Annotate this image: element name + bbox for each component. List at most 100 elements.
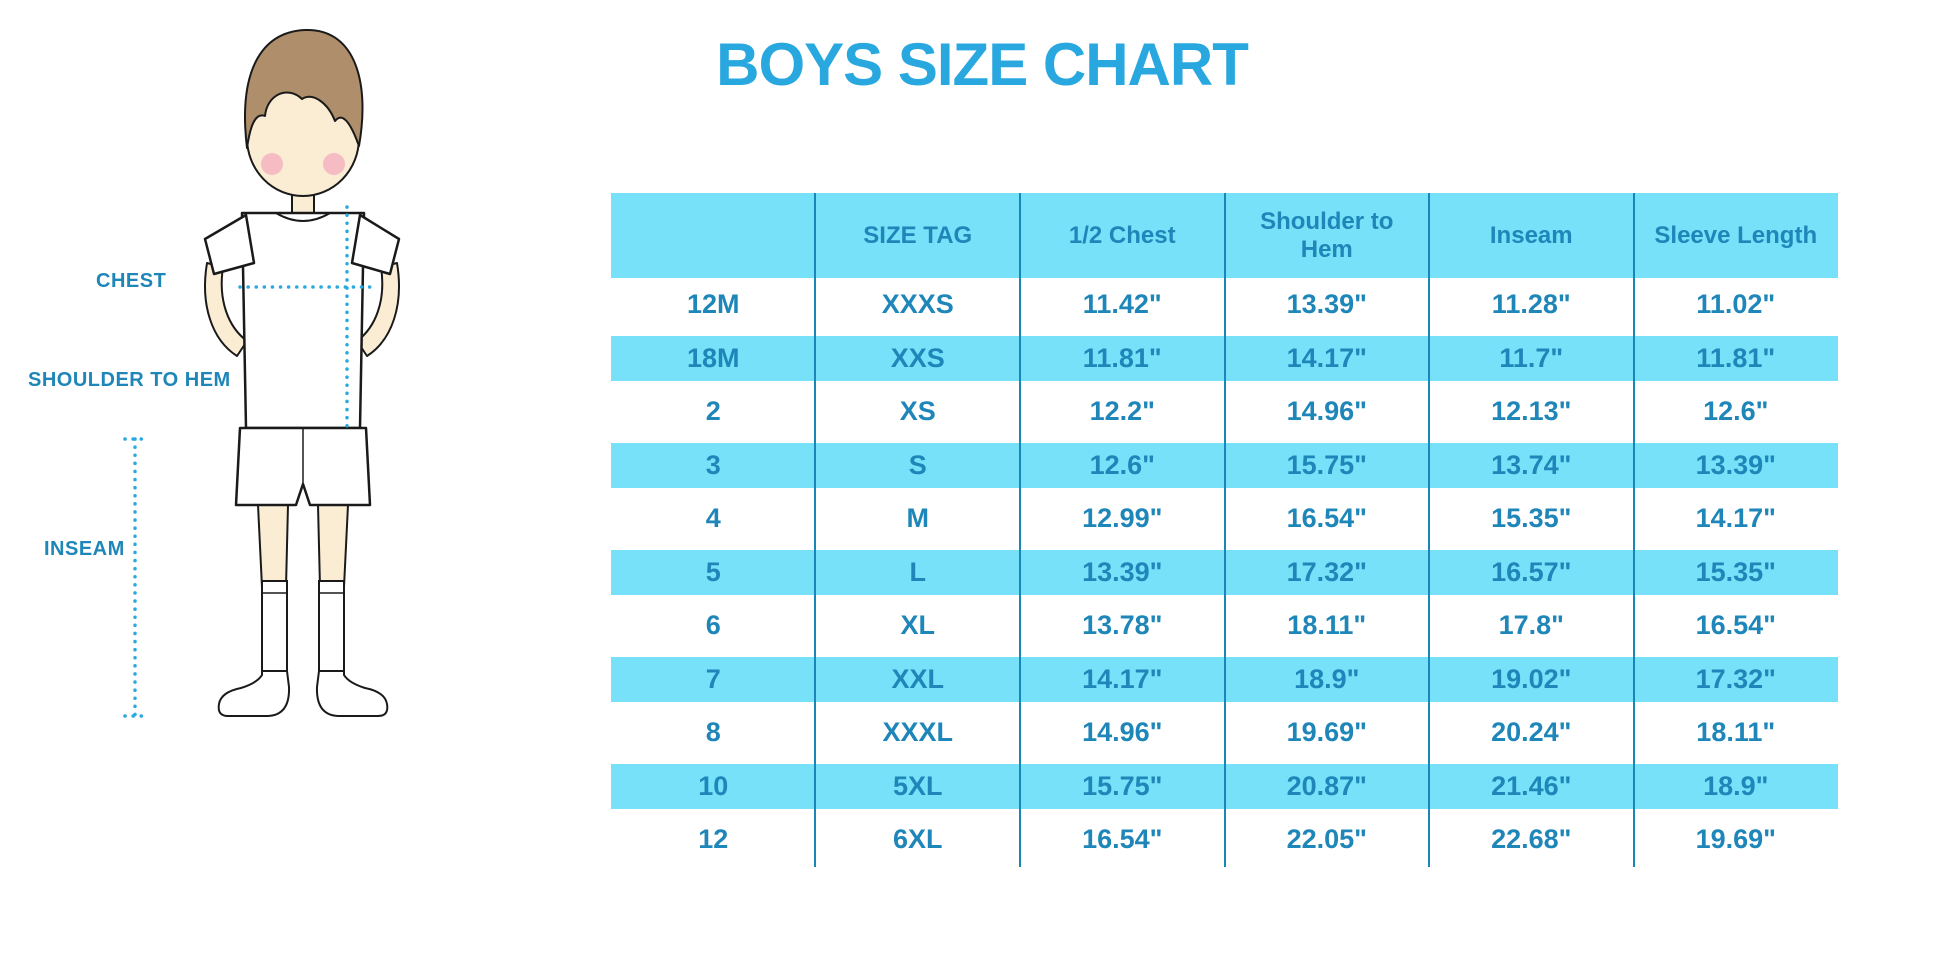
table-cell: 12.6" <box>1089 449 1155 480</box>
table-cell: 12.2" <box>1089 396 1155 427</box>
table-cell: 16.54" <box>1286 503 1367 534</box>
table-cell: 19.69" <box>1695 824 1776 855</box>
label-inseam: INSEAM <box>44 538 125 560</box>
table-row: 4 M 12.99" 16.54" 15.35" 14.17" <box>611 492 1838 546</box>
column-divider <box>1018 193 1021 867</box>
boy-figure-svg <box>123 28 401 718</box>
table-cell: XS <box>899 396 936 427</box>
column-divider <box>1632 193 1635 867</box>
table-cell: 11.28" <box>1491 289 1571 320</box>
sleeve-left <box>203 213 256 276</box>
table-cell: 19.02" <box>1491 663 1572 694</box>
table-cell: 18.11" <box>1696 717 1776 748</box>
table-cell: 12.99" <box>1082 503 1163 534</box>
label-chest: CHEST <box>96 270 167 292</box>
shirt-collar <box>275 212 331 222</box>
table-cell: XXL <box>891 663 944 694</box>
shoe-right <box>315 670 389 717</box>
table-cell: 2 <box>705 396 721 427</box>
column-divider <box>814 193 817 867</box>
table-row: 8 XXXL 14.96" 19.69" 20.24" 18.11" <box>611 706 1838 760</box>
table-cell: 16.54" <box>1082 824 1163 855</box>
table-row: 12 6XL 16.54" 22.05" 22.68" 19.69" <box>611 813 1838 867</box>
arm-left <box>204 262 248 357</box>
table-row: 6 XL 13.78" 18.11" 17.8" 16.54" <box>611 599 1838 653</box>
page-title: BOYS SIZE CHART <box>716 31 1249 98</box>
table-cell: 13.39" <box>1082 556 1163 587</box>
table-cell: 10 <box>698 770 729 801</box>
table-cell: 11.7" <box>1499 342 1564 373</box>
table-cell: S <box>908 449 927 480</box>
table-cell: 14.17" <box>1286 342 1367 373</box>
blush-right <box>323 153 345 175</box>
table-cell: M <box>906 503 930 534</box>
sock-right <box>318 580 345 678</box>
boy-illustration <box>100 15 470 745</box>
table-cell: 22.68" <box>1491 824 1572 855</box>
table-cell: 18M <box>686 342 740 373</box>
column-header: 1/2 Chest <box>1068 221 1176 249</box>
table-row: 2 XS 12.2" 14.96" 12.13" 12.6" <box>611 385 1838 439</box>
column-header: SIZE TAG <box>863 221 973 249</box>
table-cell: 15.75" <box>1286 449 1367 480</box>
table-cell: 7 <box>705 663 721 694</box>
table-cell: 17.32" <box>1695 663 1776 694</box>
table-cell: 20.24" <box>1491 717 1572 748</box>
table-cell: 12M <box>686 289 740 320</box>
table-cell: 18.9" <box>1703 770 1769 801</box>
table-cell: 17.8" <box>1498 610 1564 641</box>
table-row: 12M XXXS 11.42" 13.39" 11.28" 11.02" <box>611 278 1838 332</box>
table-cell: 15.35" <box>1695 556 1776 587</box>
column-header: Sleeve Length <box>1654 221 1818 249</box>
table-cell: 5 <box>705 556 721 587</box>
sleeve-right <box>350 213 401 276</box>
table-cell: 12 <box>698 824 729 855</box>
table-cell: 5XL <box>892 770 943 801</box>
table-cell: 13.78" <box>1082 610 1163 641</box>
table-cell: 16.57" <box>1491 556 1572 587</box>
table-cell: 13.74" <box>1491 449 1572 480</box>
column-divider <box>1223 193 1226 867</box>
size-table: SIZE TAG 1/2 Chest Shoulder to Hem Inseam Sl… <box>611 193 1838 867</box>
table-cell: 11.42" <box>1082 289 1162 320</box>
table-cell: 6 <box>705 610 721 641</box>
table-cell: 18.9" <box>1294 663 1360 694</box>
table-cell: 11.81" <box>1082 342 1162 373</box>
table-cell: 20.87" <box>1286 770 1367 801</box>
hair-shape <box>244 28 364 149</box>
sock-left <box>261 580 288 678</box>
table-cell: 6XL <box>892 824 943 855</box>
table-cell: XXS <box>890 342 945 373</box>
table-cell: 12.6" <box>1703 396 1769 427</box>
table-cell: 14.96" <box>1286 396 1367 427</box>
table-cell: 18.11" <box>1287 610 1367 641</box>
column-divider <box>1427 193 1430 867</box>
table-cell: 8 <box>705 717 721 748</box>
table-cell: 15.35" <box>1491 503 1572 534</box>
table-cell: 3 <box>705 449 721 480</box>
leg-right <box>316 504 350 588</box>
table-cell: 17.32" <box>1286 556 1367 587</box>
table-cell: 12.13" <box>1491 396 1572 427</box>
table-cell: 22.05" <box>1286 824 1367 855</box>
column-header: Inseam <box>1489 221 1573 249</box>
table-cell: 14.17" <box>1695 503 1776 534</box>
table-cell: 15.75" <box>1082 770 1163 801</box>
table-cell: 14.17" <box>1082 663 1163 694</box>
column-header: Shoulder to Hem <box>1260 207 1394 263</box>
table-cell: 21.46" <box>1491 770 1572 801</box>
table-cell: 19.69" <box>1286 717 1367 748</box>
table-cell: 13.39" <box>1695 449 1776 480</box>
table-cell: XXXL <box>882 717 954 748</box>
table-cell: 13.39" <box>1286 289 1367 320</box>
table-cell: L <box>909 556 927 587</box>
blush-left <box>261 153 283 175</box>
table-cell: XXXS <box>881 289 954 320</box>
label-shoulder-to-hem: SHOULDER TO HEM <box>28 369 231 391</box>
column-header <box>611 193 816 278</box>
table-cell: XL <box>900 610 935 641</box>
table-cell: 11.81" <box>1696 342 1776 373</box>
shoe-left <box>217 670 291 717</box>
leg-left <box>256 504 290 588</box>
